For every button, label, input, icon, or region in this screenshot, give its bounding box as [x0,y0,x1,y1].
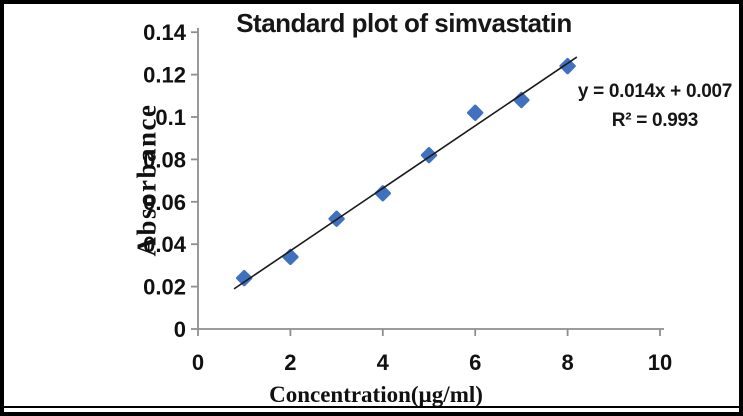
data-point [467,104,484,121]
x-axis-title: Concentration(µg/ml) [269,382,483,407]
x-tick-label: 6 [469,350,481,375]
trendline-annotation: y = 0.014x + 0.007 R² = 0.993 [578,77,732,135]
y-tick-label: 0.14 [143,20,187,45]
chart-title: Standard plot of simvastatin [236,8,572,38]
y-tick-label: 0 [174,317,186,342]
data-point [513,91,530,109]
plot-area: 0 0.02 0.04 0.06 0.08 0.1 0.12 0.14 0 2 4 6 8 10 [143,20,672,375]
y-tick-label: 0.12 [143,63,186,88]
x-tick-label: 2 [284,350,296,375]
y-tick-label: 0.06 [143,190,186,215]
trendline [233,56,578,290]
y-tick-label: 0.02 [143,275,186,300]
y-tick-label: 0.04 [143,232,187,257]
data-point [236,269,253,287]
data-point [374,185,391,202]
data-point [559,57,576,75]
x-tick-label: 4 [377,350,390,375]
x-tick-label: 8 [561,350,573,375]
bottom-divider [4,406,739,408]
x-tick-label: 0 [192,350,204,375]
x-tick-label: 10 [648,350,672,375]
trendline-equation: y = 0.014x + 0.007 [577,81,732,102]
y-tick-label: 0.08 [143,147,186,172]
y-tick-label: 0.1 [155,105,186,130]
r-squared-value: R² = 0.993 [611,110,699,131]
